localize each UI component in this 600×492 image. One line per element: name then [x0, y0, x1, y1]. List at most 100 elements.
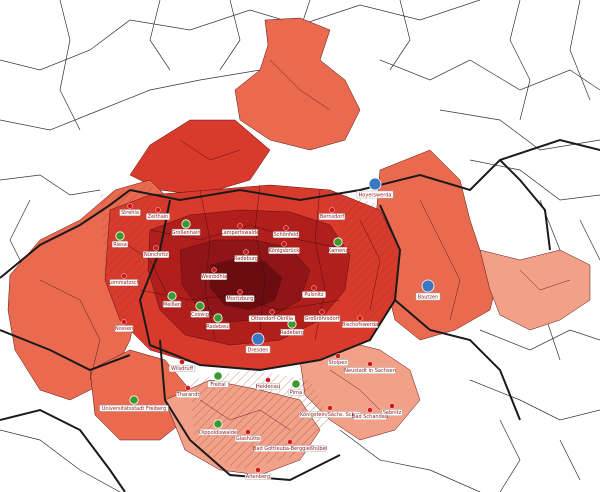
city-ottendorf-okrilla[interactable]: Ottendorf-Okrilla [248, 309, 296, 323]
district-boundaries [0, 138, 600, 492]
city-label: Meißen [163, 302, 181, 308]
city-neustadt-in-sachsen[interactable]: Neustadt in Sachsen [344, 361, 396, 375]
city-bautzen[interactable]: Bautzen [415, 279, 441, 301]
city-bad-schandau[interactable]: Bad Schandau [352, 407, 388, 421]
city-dippoldiswalde[interactable]: Dippoldiswalde [198, 419, 238, 436]
green-marker-icon[interactable] [213, 419, 223, 429]
red-marker-icon[interactable] [265, 377, 271, 383]
red-marker-icon[interactable] [237, 289, 243, 295]
city-coswig[interactable]: Coswig [190, 301, 210, 318]
city-radeburg[interactable]: Radeburg [234, 249, 258, 263]
blue-marker-icon[interactable] [251, 332, 265, 346]
green-marker-icon[interactable] [213, 371, 223, 381]
city-tharandt[interactable]: Tharandt [176, 385, 200, 399]
city-label-background [162, 301, 182, 308]
city-label-background [254, 445, 326, 452]
city-label: Großröhrsdorf [305, 316, 340, 322]
red-marker-icon[interactable] [121, 273, 127, 279]
city-dresden[interactable]: Dresden [245, 332, 271, 354]
city-label: Zeithain [148, 214, 169, 220]
red-marker-icon[interactable] [237, 223, 243, 229]
green-marker-icon[interactable] [213, 313, 223, 323]
red-marker-icon[interactable] [211, 267, 217, 273]
city-nünchritz[interactable]: Nünchritz [142, 245, 170, 259]
red-marker-icon[interactable] [281, 241, 287, 247]
city-altenberg[interactable]: Altenberg [244, 467, 272, 481]
red-marker-icon[interactable] [367, 407, 373, 413]
city-wilsdruff[interactable]: Wilsdruff [168, 359, 196, 373]
city-lommatzsch[interactable]: Lommatzsch [108, 273, 140, 287]
city-label: Nünchritz [144, 252, 168, 258]
city-glashütte[interactable]: Glashütte [234, 429, 262, 443]
city-königstein-sächs-schw-[interactable]: Königstein/Sächs. Schw. [299, 405, 361, 419]
city-radeberg[interactable]: Radeberg [280, 319, 304, 336]
blue-marker-icon[interactable] [368, 177, 382, 191]
red-marker-icon[interactable] [283, 225, 289, 231]
red-marker-icon[interactable] [319, 309, 325, 315]
city-label-background [256, 383, 280, 390]
red-marker-icon[interactable] [269, 309, 275, 315]
city-label: Ottendorf-Okrilla [251, 316, 293, 322]
city-königsbrück[interactable]: Königsbrück [268, 241, 300, 255]
city-schönfeld[interactable]: Schönfeld [272, 225, 300, 239]
green-marker-icon[interactable] [167, 291, 177, 301]
city-weinböhla[interactable]: Weinböhla [200, 267, 228, 281]
city-label-background [280, 329, 304, 336]
city-heidenau[interactable]: Heidenau [256, 377, 280, 391]
green-marker-icon[interactable] [129, 395, 139, 405]
city-meißen[interactable]: Meißen [162, 291, 182, 308]
city-nossen[interactable]: Nossen [114, 319, 134, 333]
red-marker-icon[interactable] [367, 361, 373, 367]
red-marker-icon[interactable] [389, 403, 395, 409]
city-label: Freital [210, 382, 225, 388]
city-label-background [142, 251, 170, 258]
city-strehla[interactable]: Strehla [119, 203, 141, 217]
red-marker-icon[interactable] [155, 207, 161, 213]
green-marker-icon[interactable] [195, 301, 205, 311]
city-pirna[interactable]: Pirna [287, 379, 305, 396]
red-marker-icon[interactable] [357, 315, 363, 321]
city-bad-gottleuba-berggießhübel[interactable]: Bad Gottleuba-Berggießhübel [253, 439, 327, 453]
city-label-background [168, 365, 196, 372]
green-marker-icon[interactable] [115, 231, 125, 241]
city-freital[interactable]: Freital [207, 371, 229, 388]
city-großenhain[interactable]: Großenhain [171, 219, 201, 236]
red-marker-icon[interactable] [287, 439, 293, 445]
red-marker-icon[interactable] [335, 353, 341, 359]
city-label-background [415, 292, 441, 301]
red-marker-icon[interactable] [185, 385, 191, 391]
city-label-background [234, 255, 258, 262]
city-lampertswalde[interactable]: Lampertswalde [221, 223, 259, 237]
city-label: Radeberg [280, 330, 304, 336]
red-marker-icon[interactable] [245, 429, 251, 435]
green-marker-icon[interactable] [333, 237, 343, 247]
red-marker-icon[interactable] [127, 203, 133, 209]
city-riesa[interactable]: Riesa [111, 231, 129, 248]
red-marker-icon[interactable] [255, 467, 261, 473]
red-marker-icon[interactable] [327, 405, 333, 411]
red-marker-icon[interactable] [329, 207, 335, 213]
city-universitätsstadt-freiberg[interactable]: Universitätsstadt Freiberg [99, 395, 169, 412]
city-label: Dresden [248, 348, 269, 354]
city-hoyerswerda[interactable]: Hoyerswerda [356, 177, 394, 199]
city-großröhrsdorf[interactable]: Großröhrsdorf [303, 309, 341, 323]
green-marker-icon[interactable] [181, 219, 191, 229]
city-moritzburg[interactable]: Moritzburg [225, 289, 255, 303]
red-marker-icon[interactable] [153, 245, 159, 251]
red-marker-icon[interactable] [311, 285, 317, 291]
city-label-background [99, 405, 169, 412]
red-marker-icon[interactable] [179, 359, 185, 365]
city-bernsdorf[interactable]: Bernsdorf [318, 207, 346, 221]
blue-marker-icon[interactable] [421, 279, 435, 293]
city-markers: Hoyerswerda Bautzen Dresden Riesa Großenhain… [99, 177, 441, 481]
city-pulsnitz[interactable]: Pulsnitz [302, 285, 326, 299]
city-radebeul[interactable]: Radebeul [206, 313, 230, 330]
green-marker-icon[interactable] [291, 379, 301, 389]
city-label: Glashütte [236, 436, 260, 442]
city-kamenz[interactable]: Kamenz [328, 237, 348, 254]
city-zeithain[interactable]: Zeithain [146, 207, 170, 221]
city-stolpen[interactable]: Stolpen [327, 353, 349, 367]
city-bischofswerda[interactable]: Bischofswerda [341, 315, 379, 329]
red-marker-icon[interactable] [243, 249, 249, 255]
red-marker-icon[interactable] [121, 319, 127, 325]
